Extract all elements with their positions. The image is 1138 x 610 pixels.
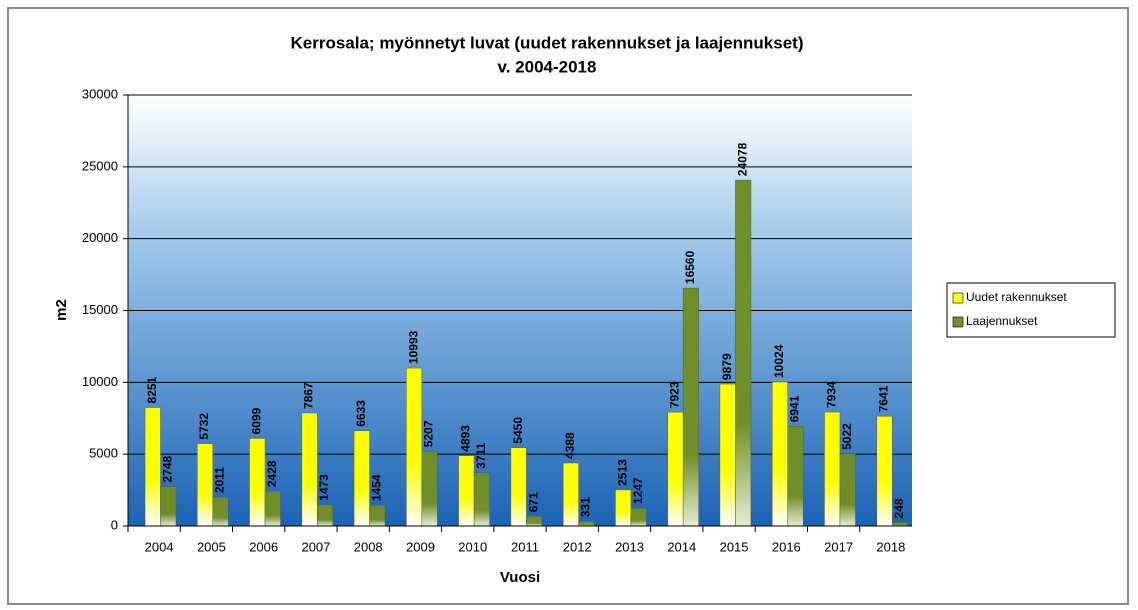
bar [615, 489, 632, 527]
bar [369, 504, 386, 527]
data-label: 6941 [788, 395, 802, 422]
data-label: 24078 [735, 142, 749, 176]
y-tick-label: 30000 [82, 86, 118, 101]
x-tick-label: 2018 [876, 539, 905, 554]
y-tick-label: 25000 [82, 158, 118, 173]
y-axis-label: m2 [53, 299, 70, 321]
bar [630, 507, 647, 527]
data-label: 10993 [406, 330, 420, 364]
x-tick-label: 2005 [197, 539, 226, 554]
bar [891, 522, 908, 527]
bar [212, 496, 229, 527]
bar [667, 411, 684, 527]
data-label: 7934 [824, 381, 838, 408]
data-label: 7867 [302, 382, 316, 409]
x-tick-label: 2015 [720, 539, 749, 554]
legend-label: Laajennukset [966, 314, 1038, 328]
bar [876, 415, 893, 527]
x-tick-label: 2004 [145, 539, 174, 554]
data-label: 3711 [474, 442, 488, 468]
bar [526, 516, 543, 527]
legend-label: Uudet rakennukset [966, 290, 1067, 304]
bar [787, 426, 804, 527]
data-label: 5450 [511, 417, 525, 444]
data-label: 5022 [840, 423, 854, 450]
chart-subtitle: v. 2004-2018 [498, 57, 597, 76]
bar [264, 490, 281, 527]
bar [771, 381, 788, 527]
y-tick-label: 20000 [82, 230, 118, 245]
bar [719, 383, 736, 527]
bar [353, 430, 370, 527]
x-tick-label: 2011 [511, 539, 539, 554]
data-label: 2011 [213, 467, 227, 493]
x-tick-label: 2012 [563, 539, 592, 554]
bar [406, 367, 423, 527]
bar [562, 462, 579, 527]
x-tick-label: 2008 [354, 539, 383, 554]
bar [160, 486, 177, 527]
chart-title: Kerrosala; myönnetyt luvat (uudet rakenn… [291, 33, 804, 52]
data-label: 6099 [249, 407, 263, 434]
data-label: 1473 [317, 474, 331, 501]
bar [473, 472, 490, 527]
data-label: 6633 [354, 400, 368, 427]
x-tick-label: 2010 [458, 539, 487, 554]
bar [839, 453, 856, 527]
bar [824, 411, 841, 527]
data-label: 2428 [265, 460, 279, 487]
data-label: 10024 [772, 344, 786, 378]
bar [578, 520, 595, 527]
bar [735, 179, 752, 527]
bar [301, 412, 318, 527]
data-label: 8251 [145, 376, 159, 403]
data-label: 7923 [668, 381, 682, 408]
x-tick-label: 2013 [615, 539, 644, 554]
data-label: 16560 [683, 250, 697, 284]
x-tick-label: 2009 [406, 539, 435, 554]
bar [682, 287, 699, 527]
data-label: 4388 [563, 432, 577, 459]
x-axis-label: Vuosi [500, 569, 540, 586]
data-label: 9879 [720, 353, 734, 380]
data-label: 2748 [160, 455, 174, 482]
y-tick-label: 0 [111, 517, 118, 532]
data-label: 4893 [459, 425, 473, 452]
x-tick-label: 2006 [249, 539, 278, 554]
legend [946, 282, 1116, 338]
y-tick-label: 10000 [82, 374, 118, 389]
data-label: 5732 [197, 413, 211, 440]
bar [510, 447, 527, 527]
x-tick-label: 2014 [667, 539, 696, 554]
data-label: 671 [526, 492, 540, 512]
legend-swatch [952, 292, 964, 304]
y-tick-label: 5000 [89, 446, 118, 461]
data-label: 1454 [369, 474, 383, 501]
x-tick-label: 2017 [824, 539, 853, 554]
y-tick-label: 15000 [82, 302, 118, 317]
data-label: 7641 [877, 385, 891, 412]
data-label: 2513 [615, 459, 629, 486]
bar [458, 455, 475, 527]
data-label: 248 [892, 498, 906, 518]
data-label: 5207 [422, 420, 436, 447]
legend-swatch [952, 316, 964, 328]
bar [197, 443, 214, 527]
bar [249, 438, 266, 527]
bar [421, 450, 438, 527]
data-label: 1247 [631, 477, 645, 504]
bar [144, 407, 161, 527]
x-tick-label: 2016 [772, 539, 801, 554]
data-label: 331 [579, 497, 593, 517]
x-tick-label: 2007 [301, 539, 330, 554]
bar [317, 504, 334, 527]
